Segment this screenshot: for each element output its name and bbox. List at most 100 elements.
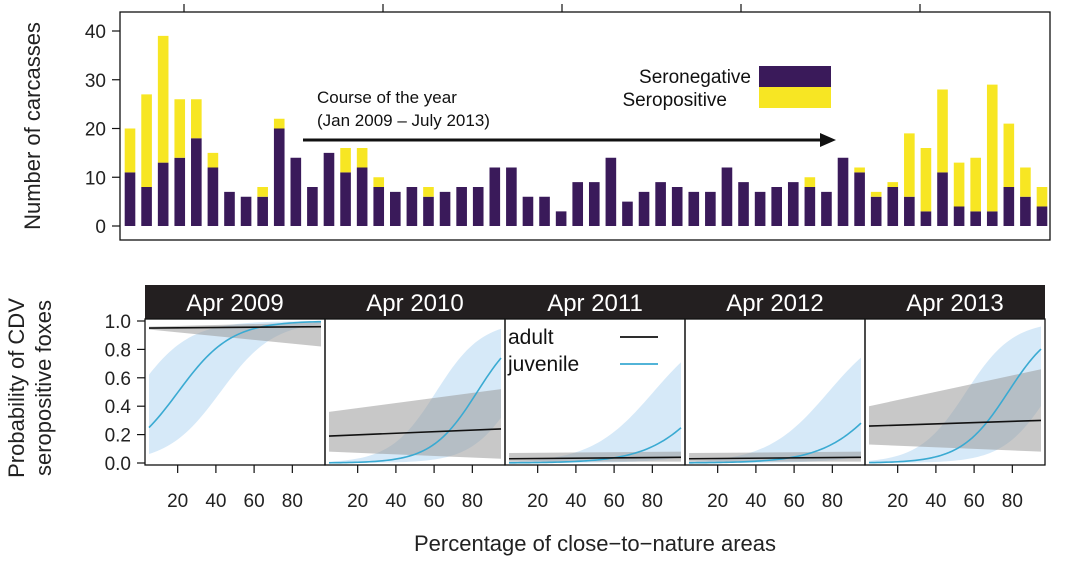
panel-plot-area <box>868 326 1042 464</box>
bar-seronegative <box>1020 196 1031 226</box>
bar-seropositive <box>141 94 152 187</box>
probability-x-label: Percentage of close−to−nature areas <box>414 531 776 556</box>
bar-seropositive <box>920 148 932 212</box>
juvenile-fit-line <box>328 357 502 464</box>
bar-seronegative <box>257 196 268 226</box>
bar-chart-y-axis: 0 10 20 30 40 <box>85 22 120 238</box>
bar-seronegative <box>124 172 136 226</box>
juvenile-fit-line <box>508 427 682 464</box>
x-tick-label: 80 <box>822 491 843 512</box>
legend-adult-label: adult <box>508 326 554 349</box>
bar-seronegative <box>340 172 351 226</box>
panel-plot-area <box>688 357 862 464</box>
bar-seronegative <box>356 167 368 226</box>
probability-chart: Apr 2009 Apr 2010 Apr 2011 Apr 2012 Apr 2013… <box>4 285 1046 556</box>
bar-seronegative <box>870 196 882 226</box>
panel-apr-2012: Apr 2012 <box>684 285 866 466</box>
bar-seropositive <box>124 128 136 173</box>
bar-seronegative <box>787 182 799 226</box>
panel-strip-label: Apr 2013 <box>906 290 1003 317</box>
bar-chart-top-ticks <box>183 4 921 12</box>
x-tick-label: 40 <box>565 491 586 512</box>
adult-fit-line <box>508 456 682 460</box>
adult-fit-line <box>148 325 322 329</box>
bar-seronegative <box>904 196 915 226</box>
bar-seronegative <box>456 187 467 226</box>
bar-seropositive <box>1036 187 1048 207</box>
bar-seropositive <box>273 118 285 129</box>
bar-chart-bars <box>124 35 1048 226</box>
panel-strip <box>685 285 865 319</box>
y-tick-label: 20 <box>85 120 106 141</box>
bar-seronegative <box>705 191 716 226</box>
y-tick-label: 0.2 <box>105 426 131 447</box>
y-tick-label: 10 <box>85 168 106 189</box>
x-tick-label: 20 <box>887 491 908 512</box>
bar-seronegative <box>273 128 285 226</box>
bar-seronegative <box>373 187 385 226</box>
x-tick-label: 80 <box>1002 491 1023 512</box>
bar-seronegative <box>472 187 484 226</box>
bar-seronegative <box>539 196 550 226</box>
x-tick-label: 60 <box>424 491 445 512</box>
bar-seropositive <box>423 187 434 197</box>
course-of-year-arrow-head <box>820 133 836 147</box>
bar-seropositive <box>157 35 169 163</box>
bar-seropositive <box>904 133 915 197</box>
bar-seronegative <box>522 196 534 226</box>
bar-seronegative <box>489 167 501 226</box>
legend-juvenile-label: juvenile <box>507 353 579 376</box>
x-tick-label: 40 <box>205 491 226 512</box>
juvenile-fit-line <box>868 348 1042 464</box>
bar-seronegative <box>771 187 782 226</box>
legend-seronegative-swatch <box>759 66 831 87</box>
bar-seronegative <box>754 191 766 226</box>
x-tick-label: 80 <box>282 491 303 512</box>
bar-seronegative <box>721 167 733 226</box>
bar-seronegative <box>986 211 998 226</box>
y-tick-label: 30 <box>85 71 106 92</box>
bar-seronegative <box>423 196 434 226</box>
bar-seronegative <box>406 187 418 226</box>
x-tick-label: 20 <box>707 491 728 512</box>
bar-seropositive <box>953 162 965 207</box>
adult-confidence-band <box>869 369 1041 452</box>
adult-confidence-band <box>329 389 501 459</box>
bar-seropositive <box>804 177 816 187</box>
y-tick-label: 1.0 <box>105 312 131 333</box>
panel-apr-2009: Apr 2009 <box>144 285 326 466</box>
panel-plot-area <box>508 362 682 464</box>
bar-seronegative <box>141 187 152 226</box>
bar-seronegative <box>207 167 219 226</box>
probability-y-label-line-2: seropositive foxes <box>31 300 56 476</box>
x-tick-label: 60 <box>784 491 805 512</box>
x-tick-label: 60 <box>244 491 265 512</box>
panel-strip <box>325 285 505 319</box>
bar-chart-legend: Seronegative Seropositive <box>622 66 831 111</box>
y-tick-label: 40 <box>85 22 106 43</box>
bar-seropositive <box>870 191 882 197</box>
y-tick-label: 0.6 <box>105 369 131 390</box>
panel-strip-label: Apr 2009 <box>186 290 283 317</box>
probability-legend: adult juvenile <box>507 326 658 376</box>
probability-panels: Apr 2009 Apr 2010 Apr 2011 Apr 2012 Apr 2013 <box>144 285 1046 466</box>
probability-y-label-line-1: Probability of CDV <box>4 298 29 478</box>
panel-apr-2013: Apr 2013 <box>864 285 1046 466</box>
juvenile-confidence-band <box>149 321 321 455</box>
bar-seronegative <box>821 191 832 226</box>
bar-seronegative <box>970 211 981 226</box>
bar-seronegative <box>937 172 948 226</box>
panel-strip <box>865 285 1045 319</box>
bar-seronegative <box>953 206 965 226</box>
x-tick-label: 40 <box>745 491 766 512</box>
annotation-line-1: Course of the year <box>317 88 457 107</box>
adult-fit-line <box>868 419 1042 427</box>
x-tick-label: 80 <box>462 491 483 512</box>
bar-seropositive <box>1003 123 1015 187</box>
bar-seronegative <box>1003 187 1015 226</box>
bar-seronegative <box>854 172 865 226</box>
bar-seronegative <box>638 191 650 226</box>
panel-apr-2011: Apr 2011 <box>504 285 686 466</box>
panel-plot-area <box>148 320 322 455</box>
